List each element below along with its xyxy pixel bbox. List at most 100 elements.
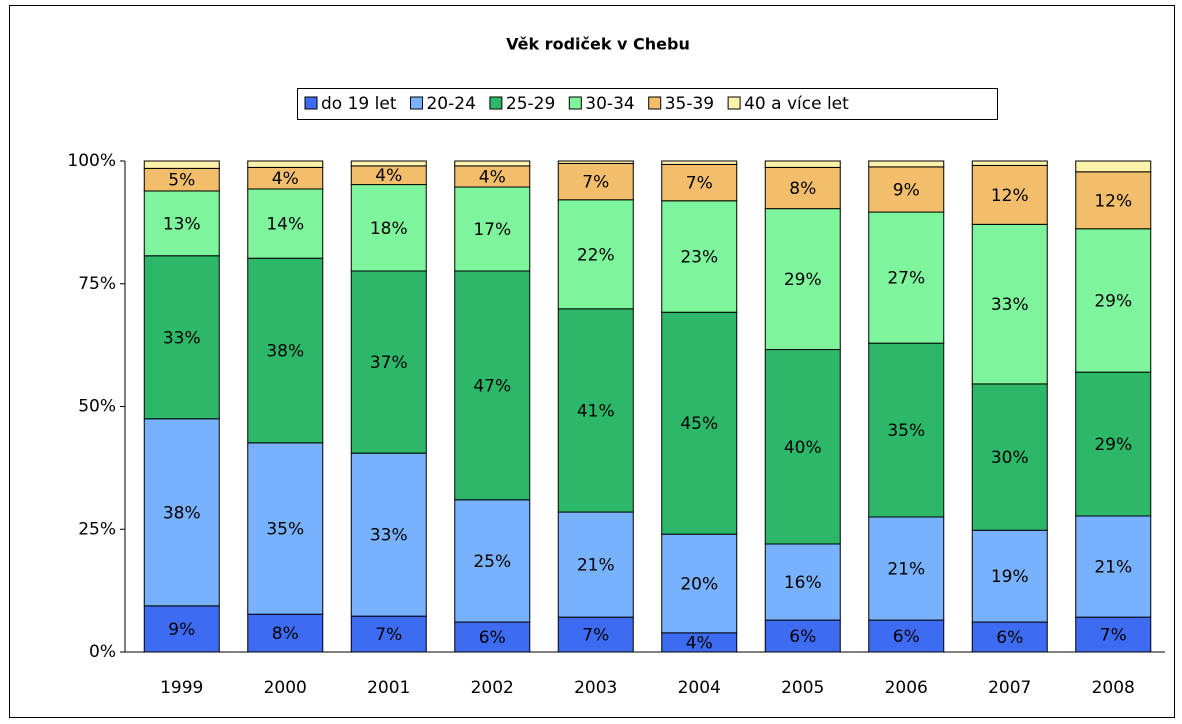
bar-segment	[868, 619, 945, 653]
bar-segment	[247, 613, 324, 653]
data-label: 29%	[1094, 291, 1132, 311]
bar-segment	[764, 208, 841, 351]
bar-segment	[1075, 160, 1152, 173]
bar-segment	[868, 211, 945, 344]
x-tick-label: 2006	[885, 678, 928, 698]
bar-segment	[971, 223, 1048, 385]
x-tick-label: 2000	[264, 678, 307, 698]
bar-segment	[143, 160, 220, 169]
legend-label: 35-39	[665, 94, 714, 114]
data-label: 4%	[686, 633, 713, 653]
bar-segment	[143, 418, 220, 607]
bar-segment	[143, 605, 220, 653]
legend-swatch	[489, 96, 503, 110]
data-label: 41%	[577, 401, 615, 421]
x-tick-label: 2003	[574, 678, 617, 698]
data-label: 8%	[789, 179, 816, 199]
y-tick-label: 0%	[89, 642, 116, 662]
x-tick-label: 2008	[1092, 678, 1135, 698]
bar-segment	[764, 543, 841, 621]
data-label: 12%	[991, 186, 1029, 206]
legend-label: 30-34	[585, 94, 634, 114]
bar-segment	[350, 615, 427, 653]
data-label: 13%	[163, 214, 201, 234]
bar-segment	[868, 160, 945, 168]
data-label: 40%	[784, 438, 822, 458]
legend-swatch	[727, 96, 741, 110]
bar-segment	[764, 166, 841, 210]
data-label: 7%	[375, 625, 402, 645]
data-label: 33%	[991, 295, 1029, 315]
data-label: 35%	[887, 421, 925, 441]
bar-segment	[1075, 171, 1152, 230]
data-label: 18%	[370, 219, 408, 239]
legend-label: 40 a více let	[744, 94, 849, 114]
data-label: 16%	[784, 573, 822, 593]
data-label: 23%	[680, 247, 718, 267]
bar-segment	[454, 186, 531, 272]
data-label: 6%	[479, 628, 506, 648]
data-label: 21%	[887, 560, 925, 580]
data-label: 30%	[991, 448, 1029, 468]
data-label: 38%	[163, 503, 201, 523]
chart-title: Věk rodiček v Chebu	[506, 35, 690, 54]
data-label: 21%	[1094, 558, 1132, 578]
data-label: 6%	[789, 627, 816, 647]
data-label: 33%	[370, 526, 408, 546]
legend-label: 20-24	[426, 94, 475, 114]
legend-swatch	[568, 96, 582, 110]
data-label: 20%	[680, 575, 718, 595]
bar-segment	[557, 160, 634, 164]
data-label: 4%	[479, 167, 506, 187]
data-label: 19%	[991, 567, 1029, 587]
bar-segment	[350, 184, 427, 272]
bar-segment	[971, 383, 1048, 531]
data-label: 21%	[577, 556, 615, 576]
bar-segment	[557, 162, 634, 201]
bar-segment	[661, 311, 738, 535]
bar-segment	[247, 160, 324, 168]
y-tick-label: 100%	[67, 151, 116, 171]
x-tick-label: 2002	[471, 678, 514, 698]
data-label: 17%	[473, 220, 511, 240]
bar-segment	[661, 160, 738, 165]
data-label: 38%	[266, 342, 304, 362]
data-label: 4%	[272, 169, 299, 189]
y-tick-label: 75%	[78, 274, 116, 294]
y-tick-label: 50%	[78, 397, 116, 417]
legend-swatch	[409, 96, 423, 110]
x-tick-label: 2001	[367, 678, 410, 698]
x-tick-label: 2004	[678, 678, 721, 698]
x-tick-label: 2005	[781, 678, 824, 698]
bar-segment	[454, 621, 531, 653]
data-label: 22%	[577, 245, 615, 265]
bar-segment	[557, 308, 634, 513]
data-label: 35%	[266, 520, 304, 540]
data-label: 4%	[375, 166, 402, 186]
bar-segment	[247, 442, 324, 615]
legend-box	[297, 88, 998, 120]
bar-segment	[247, 188, 324, 259]
legend-swatch	[648, 96, 662, 110]
bar-segment	[1075, 515, 1152, 618]
data-label: 45%	[680, 414, 718, 434]
bar-segment	[350, 270, 427, 454]
data-label: 47%	[473, 376, 511, 396]
legend-swatch	[304, 96, 318, 110]
bar-segment	[764, 160, 841, 168]
data-label: 14%	[266, 215, 304, 235]
y-tick-label: 25%	[78, 519, 116, 539]
bar-segment	[971, 160, 1048, 166]
data-label: 6%	[893, 627, 920, 647]
data-label: 9%	[893, 180, 920, 200]
bar-segment	[1075, 228, 1152, 373]
bar-segment	[247, 257, 324, 444]
data-label: 29%	[1094, 435, 1132, 455]
bar-segment	[143, 190, 220, 257]
data-label: 8%	[272, 624, 299, 644]
bar-segment	[350, 160, 427, 167]
data-label: 29%	[784, 270, 822, 290]
data-label: 7%	[686, 174, 713, 194]
bar-segment	[557, 511, 634, 618]
